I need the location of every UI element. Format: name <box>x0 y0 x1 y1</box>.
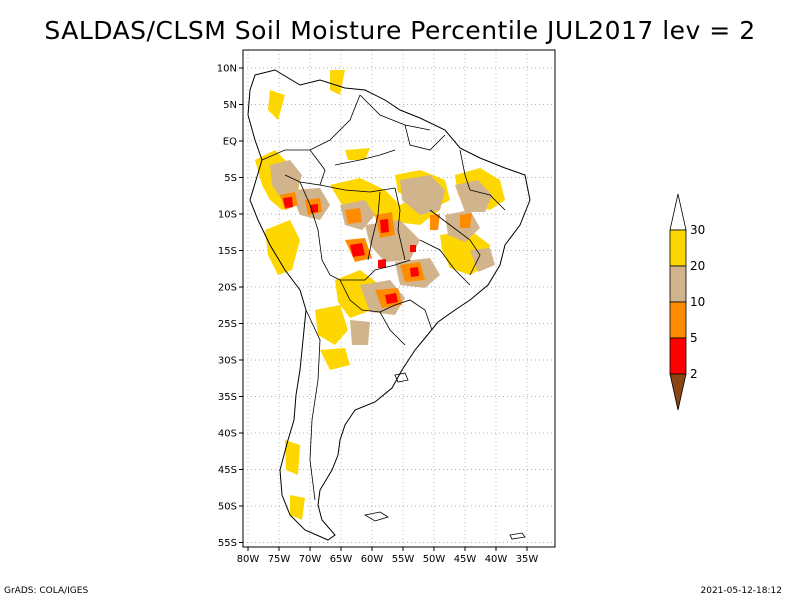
legend-bin-5-10 <box>669 301 687 339</box>
legend-bin-10-20 <box>669 265 687 303</box>
lat-tick-label: 35S <box>218 392 237 403</box>
lat-tick-label: 50S <box>218 502 237 513</box>
lat-tick-label: 45S <box>218 465 237 476</box>
legend-label: 10 <box>690 295 705 309</box>
color-legend: 30 20 10 5 2 <box>669 193 705 411</box>
lat-tick-label: 30S <box>218 356 237 367</box>
lon-tick-label: 45W <box>454 554 477 565</box>
lat-tick-label: 10N <box>217 64 237 75</box>
shade-2-5 <box>283 197 419 304</box>
lon-tick-label: 40W <box>485 554 508 565</box>
lon-tick-label: 65W <box>330 554 353 565</box>
lat-tick-label: 20S <box>218 283 237 294</box>
legend-bin-below-2 <box>669 373 687 411</box>
lat-tick-label: 55S <box>218 538 237 549</box>
legend-label: 30 <box>690 223 705 237</box>
map-title: SALDAS/CLSM Soil Moisture Percentile JUL… <box>44 16 756 45</box>
lat-tick-label: 5S <box>224 173 237 184</box>
legend-label: 2 <box>690 367 698 381</box>
lat-tick-label: 5N <box>223 100 237 111</box>
lon-tick-label: 50W <box>423 554 446 565</box>
coastline <box>247 69 531 541</box>
lon-tick-label: 35W <box>516 554 539 565</box>
legend-bin-2-5 <box>669 337 687 375</box>
country-borders <box>261 94 506 501</box>
latitude-labels: 10N 5N EQ 5S 10S 15S 20S 25S 30S 35S 40S 45S 50S 55S <box>217 64 243 549</box>
legend-bin-20-30 <box>669 229 687 267</box>
longitude-labels: 80W 75W 70W 65W 60W 55W 50W 45W 40W 35W <box>237 547 539 565</box>
lon-tick-label: 55W <box>392 554 415 565</box>
islands <box>363 372 526 540</box>
credit-text: GrADS: COLA/IGES <box>4 586 89 596</box>
lat-tick-label: 15S <box>218 246 237 257</box>
lon-tick-label: 80W <box>237 554 260 565</box>
legend-label: 5 <box>690 331 698 345</box>
lon-tick-label: 70W <box>299 554 322 565</box>
percentile-shading <box>255 70 505 520</box>
timestamp-text: 2021-05-12-18:12 <box>700 586 783 596</box>
lat-tick-label: 40S <box>218 429 237 440</box>
map-frame <box>242 49 556 548</box>
legend-bin-above-30 <box>669 193 687 231</box>
lat-tick-label: 10S <box>218 210 237 221</box>
lat-tick-label: EQ <box>223 137 237 148</box>
lon-tick-label: 60W <box>361 554 384 565</box>
legend-label: 20 <box>690 259 705 273</box>
lat-tick-label: 25S <box>218 319 237 330</box>
lon-tick-label: 75W <box>268 554 291 565</box>
